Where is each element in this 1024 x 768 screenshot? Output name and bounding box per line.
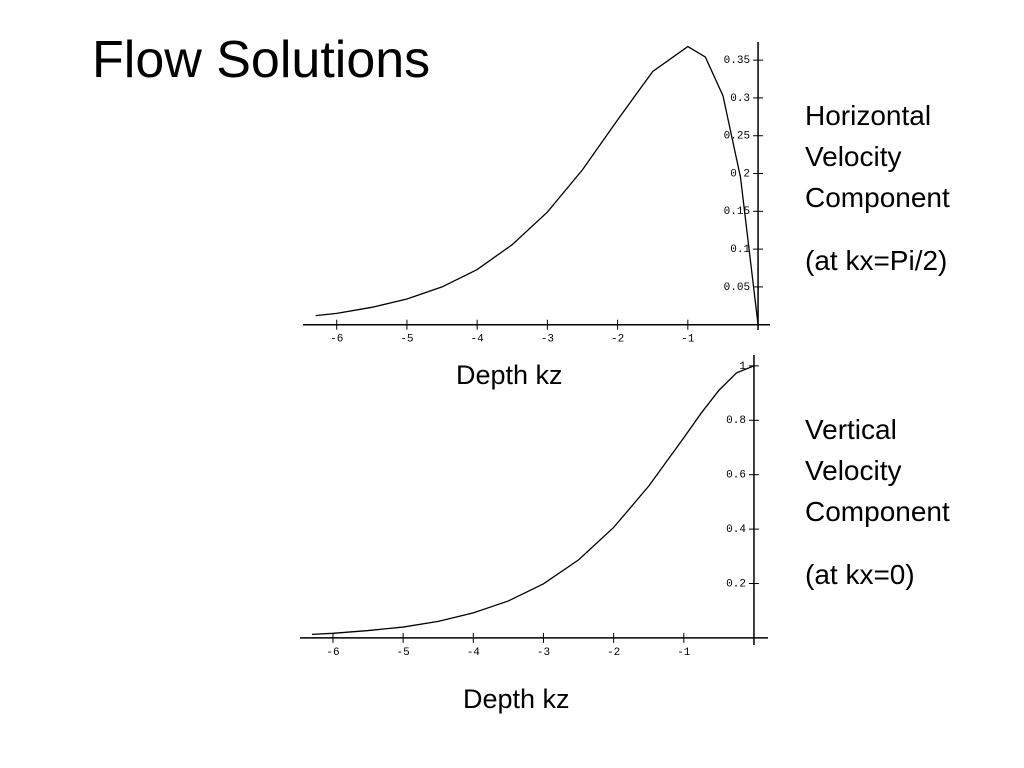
plot: -6 -5 -4 -3 -2 -10.050.10.150.20.250.30.35 bbox=[303, 42, 770, 346]
x-tick-label: -2 bbox=[607, 647, 620, 659]
x-tick-label: -2 bbox=[611, 334, 624, 346]
x-tick-label: -4 bbox=[467, 647, 481, 659]
y-tick-label: 0.25 bbox=[724, 131, 750, 143]
y-tick-label: 0.35 bbox=[724, 55, 750, 67]
data-line bbox=[315, 45, 759, 325]
y-tick-label: 0.3 bbox=[730, 93, 750, 105]
y-tick-label: 0.4 bbox=[726, 524, 746, 536]
x-axis-label: Depth kz bbox=[463, 684, 570, 714]
x-tick-label: -6 bbox=[326, 647, 339, 659]
annotation: Vertical Velocity Component bbox=[805, 414, 950, 527]
x-tick-label: -3 bbox=[541, 334, 554, 346]
x-axis-label: Depth kz bbox=[456, 360, 563, 390]
annotation-block: Horizontal Velocity Component (at kx=Pi/2… bbox=[805, 95, 995, 303]
y-tick-label: 0.1 bbox=[730, 244, 750, 256]
annotation: (at kx=0) bbox=[805, 559, 915, 590]
annotation-block: Vertical Velocity Component (at kx=0) bbox=[805, 409, 995, 617]
annotation: Horizontal Velocity Component bbox=[805, 100, 950, 213]
y-tick-label: 1 bbox=[739, 361, 746, 373]
slide-title: Flow Solutions bbox=[92, 31, 431, 89]
x-tick-label: -5 bbox=[400, 334, 413, 346]
data-line bbox=[311, 365, 755, 636]
x-tick-label: -5 bbox=[397, 647, 410, 659]
x-tick-label: -1 bbox=[677, 647, 691, 659]
x-tick-label: -1 bbox=[681, 334, 695, 346]
y-tick-label: 0.05 bbox=[724, 282, 750, 294]
y-tick-label: 0.8 bbox=[726, 415, 746, 427]
x-tick-label: -3 bbox=[537, 647, 550, 659]
annotation: (at kx=Pi/2) bbox=[805, 245, 948, 276]
y-tick-label: 0.2 bbox=[726, 578, 746, 590]
x-tick-label: -6 bbox=[330, 334, 343, 346]
y-tick-label: 0.6 bbox=[726, 470, 746, 482]
plot: -6 -5 -4 -3 -2 -1 0.2 0.4 0.6 0.8 1 bbox=[300, 355, 768, 659]
x-tick-label: -4 bbox=[471, 334, 485, 346]
y-tick-label: 0.15 bbox=[724, 206, 750, 218]
